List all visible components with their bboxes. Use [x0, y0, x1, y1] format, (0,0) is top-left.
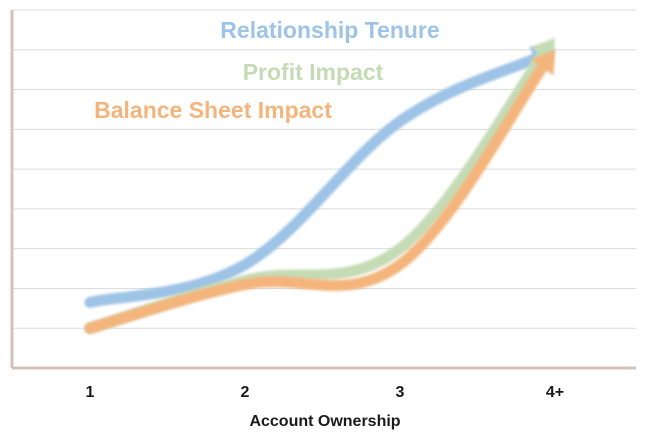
legend-label: Relationship Tenure [220, 17, 439, 43]
arrowhead [530, 49, 555, 76]
axes [10, 10, 636, 370]
x-tick-labels: 1 2 3 4+ [86, 384, 565, 401]
series-line [84, 51, 545, 308]
x-tick-label: 3 [396, 384, 405, 401]
series-balance-sheet-impact [84, 49, 555, 334]
legend-label: Balance Sheet Impact [94, 97, 332, 123]
legend-label: Profit Impact [243, 59, 384, 85]
x-axis-title: Account Ownership [249, 413, 400, 430]
series-group [84, 37, 555, 334]
gridlines [12, 9, 636, 329]
x-tick-label: 4+ [546, 384, 564, 401]
x-tick-label: 2 [241, 384, 250, 401]
x-tick-label: 1 [86, 384, 95, 401]
legend: Relationship Tenure Profit Impact Balance … [94, 17, 440, 123]
series-line [84, 58, 551, 334]
